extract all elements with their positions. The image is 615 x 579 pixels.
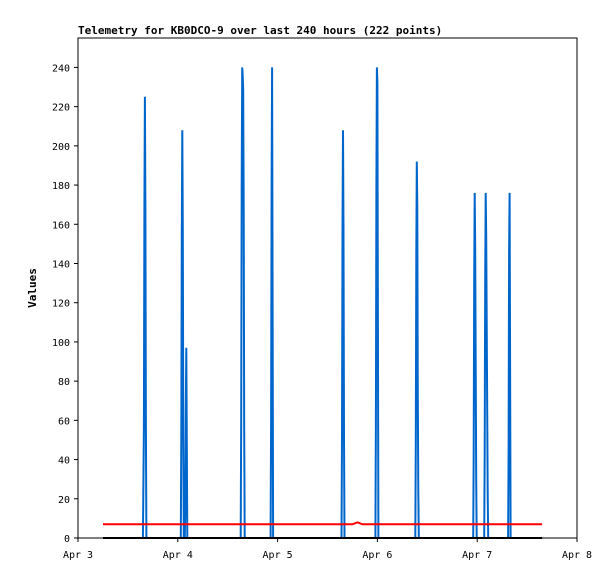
x-tick-label: Apr 3 [63,550,93,561]
x-tick-label: Apr 8 [562,550,592,561]
x-tick-label: Apr 5 [263,550,293,561]
y-tick-label: 160 [52,220,70,231]
y-tick-label: 220 [52,103,70,114]
y-tick-label: 200 [52,142,70,153]
y-tick-label: 0 [64,534,70,545]
y-tick-label: 100 [52,338,70,349]
y-tick-label: 240 [52,63,70,74]
y-axis-label: Values [26,268,39,308]
y-tick-label: 140 [52,259,70,270]
series-line-0 [141,67,512,539]
y-tick-label: 40 [58,456,70,467]
series-line-1 [103,521,543,526]
x-tick-label: Apr 4 [163,550,193,561]
y-tick-label: 60 [58,416,70,427]
y-tick-label: 80 [58,377,70,388]
series-layer [103,67,543,539]
y-tick-label: 180 [52,181,70,192]
y-tick-label: 120 [52,299,70,310]
y-tick-label: 20 [58,495,70,506]
chart-title: Telemetry for KB0DCO-9 over last 240 hou… [78,24,442,37]
y-axis-ticks: 0 20 40 60 80 100 120 140 160 180 200 220 240 [52,63,78,545]
x-axis-ticks: Apr 3 Apr 4 Apr 5 Apr 6 Apr 7 Apr 8 [63,538,592,561]
x-tick-label: Apr 7 [462,550,492,561]
plot-frame [77,37,578,539]
x-tick-label: Apr 6 [362,550,392,561]
